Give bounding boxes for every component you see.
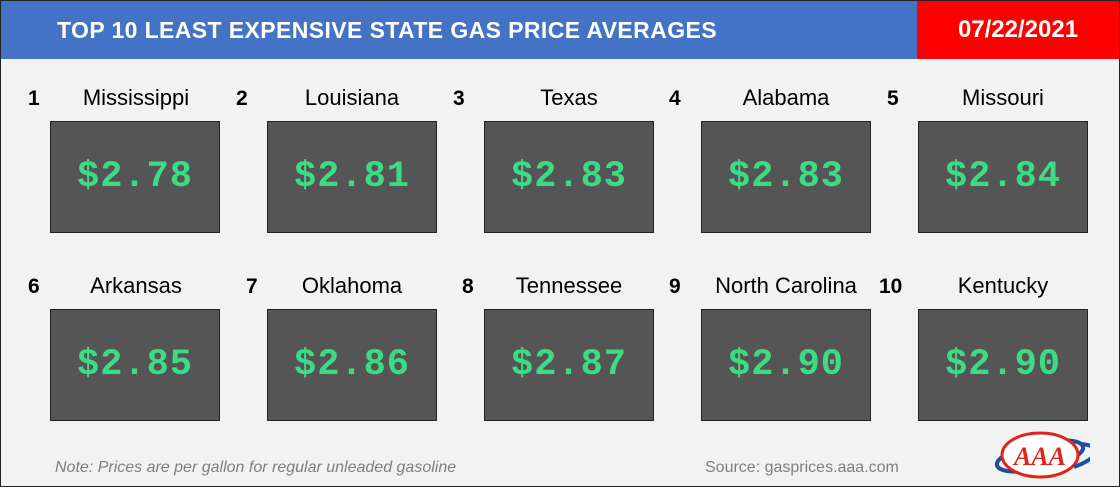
footnote: Note: Prices are per gallon for regular … [55,459,457,476]
state-name: Oklahoma [301,273,403,298]
price-value: $2.83 [510,156,628,198]
title-bar: TOP 10 LEAST EXPENSIVE STATE GAS PRICE A… [1,1,917,59]
page-title: TOP 10 LEAST EXPENSIVE STATE GAS PRICE A… [57,16,717,43]
price-card-6: 6 Arkansas $2.85 [28,273,228,425]
price-value: $2.90 [727,344,845,386]
rank-number: 5 [887,87,899,110]
rank-number: 2 [236,87,248,110]
rank-number: 3 [453,87,465,110]
price-value: $2.90 [944,344,1062,386]
price-value: $2.84 [944,156,1062,198]
price-value: $2.85 [76,344,194,386]
price-value: $2.87 [510,344,628,386]
svg-text:AAA: AAA [1012,442,1066,471]
state-name: Tennessee [515,273,623,298]
price-box: $2.83 [701,121,871,233]
price-box: $2.86 [267,309,437,421]
price-card-10: 10 Kentucky $2.90 [879,273,1088,425]
aaa-logo-icon: AAA [994,431,1090,479]
price-box: $2.78 [50,121,220,233]
price-box: $2.90 [701,309,871,421]
date-badge: 07/22/2021 [917,1,1119,59]
price-card-1: 1 Mississippi $2.78 [28,85,228,237]
state-name: Mississippi [82,85,190,110]
rank-number: 10 [879,275,903,298]
price-card-5: 5 Missouri $2.84 [887,85,1088,237]
price-value: $2.81 [293,156,411,198]
price-card-3: 3 Texas $2.83 [453,85,654,237]
state-name: Missouri [962,85,1044,110]
state-name: Kentucky [957,273,1049,298]
rank-number: 8 [462,275,474,298]
rank-number: 7 [246,275,258,298]
price-card-8: 8 Tennessee $2.87 [462,273,662,425]
price-box: $2.81 [267,121,437,233]
rank-number: 1 [28,87,40,110]
price-value: $2.78 [76,156,194,198]
state-name: Louisiana [304,85,400,110]
state-name: North Carolina [715,273,857,298]
price-box: $2.87 [484,309,654,421]
date-label: 07/22/2021 [957,16,1079,43]
price-card-4: 4 Alabama $2.83 [669,85,871,237]
price-card-7: 7 Oklahoma $2.86 [246,273,446,425]
state-name: Texas [540,85,598,110]
price-card-9: 9 North Carolina $2.90 [669,273,871,425]
state-name: Arkansas [90,273,182,298]
rank-number: 4 [669,87,681,110]
source-credit: Source: gasprices.aaa.com [705,459,899,476]
price-card-2: 2 Louisiana $2.81 [236,85,437,237]
price-value: $2.83 [727,156,845,198]
rank-number: 9 [669,275,681,298]
price-box: $2.85 [50,309,220,421]
price-box: $2.84 [918,121,1088,233]
rank-number: 6 [28,275,40,298]
price-box: $2.83 [484,121,654,233]
header: TOP 10 LEAST EXPENSIVE STATE GAS PRICE A… [1,1,1119,59]
price-box: $2.90 [918,309,1088,421]
price-value: $2.86 [293,344,411,386]
state-name: Alabama [742,85,830,110]
